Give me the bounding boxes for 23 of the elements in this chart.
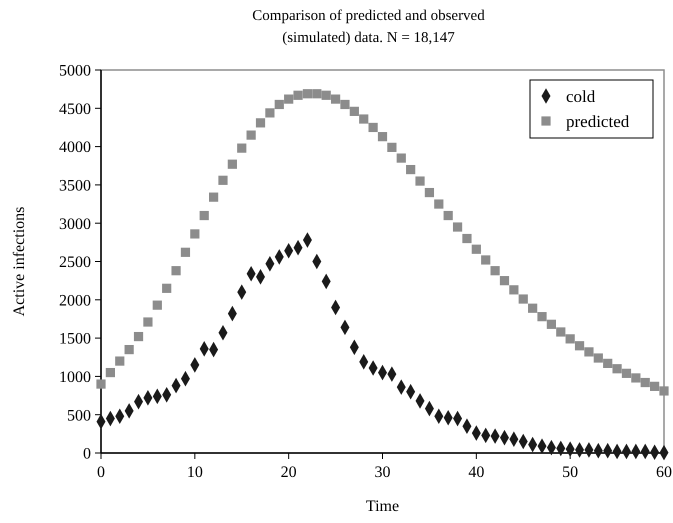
x-tick-label: 10 (186, 464, 203, 481)
y-tick-label: 1000 (59, 369, 91, 386)
y-tick-label: 2000 (59, 292, 91, 310)
x-tick-label: 0 (97, 464, 105, 481)
legend-label: predicted (566, 112, 630, 131)
x-tick-label: 40 (468, 464, 484, 481)
y-tick-label: 3500 (59, 178, 91, 194)
y-tick-label: 0 (83, 446, 91, 463)
x-tick-label: 20 (280, 464, 297, 481)
y-tick-label: 3000 (59, 216, 91, 233)
x-tick-label: 50 (562, 464, 578, 481)
y-tick-label: 4500 (59, 100, 91, 118)
chart-title: Comparison of predicted and observed (simulated) data. N = 18,147 (252, 8, 486, 46)
x-tick-label: 60 (656, 464, 672, 481)
legend-label: cold (566, 86, 596, 106)
y-tick-label: 500 (67, 407, 91, 424)
x-axis-title: Time (366, 498, 400, 515)
y-tick-label: 2500 (59, 254, 91, 272)
y-axis-title: Active infections (11, 206, 28, 316)
y-tick-label: 5000 (59, 62, 91, 80)
x-tick-label: 30 (374, 464, 390, 481)
y-tick-label: 1500 (59, 330, 91, 348)
y-tick-label: 4000 (59, 139, 91, 156)
